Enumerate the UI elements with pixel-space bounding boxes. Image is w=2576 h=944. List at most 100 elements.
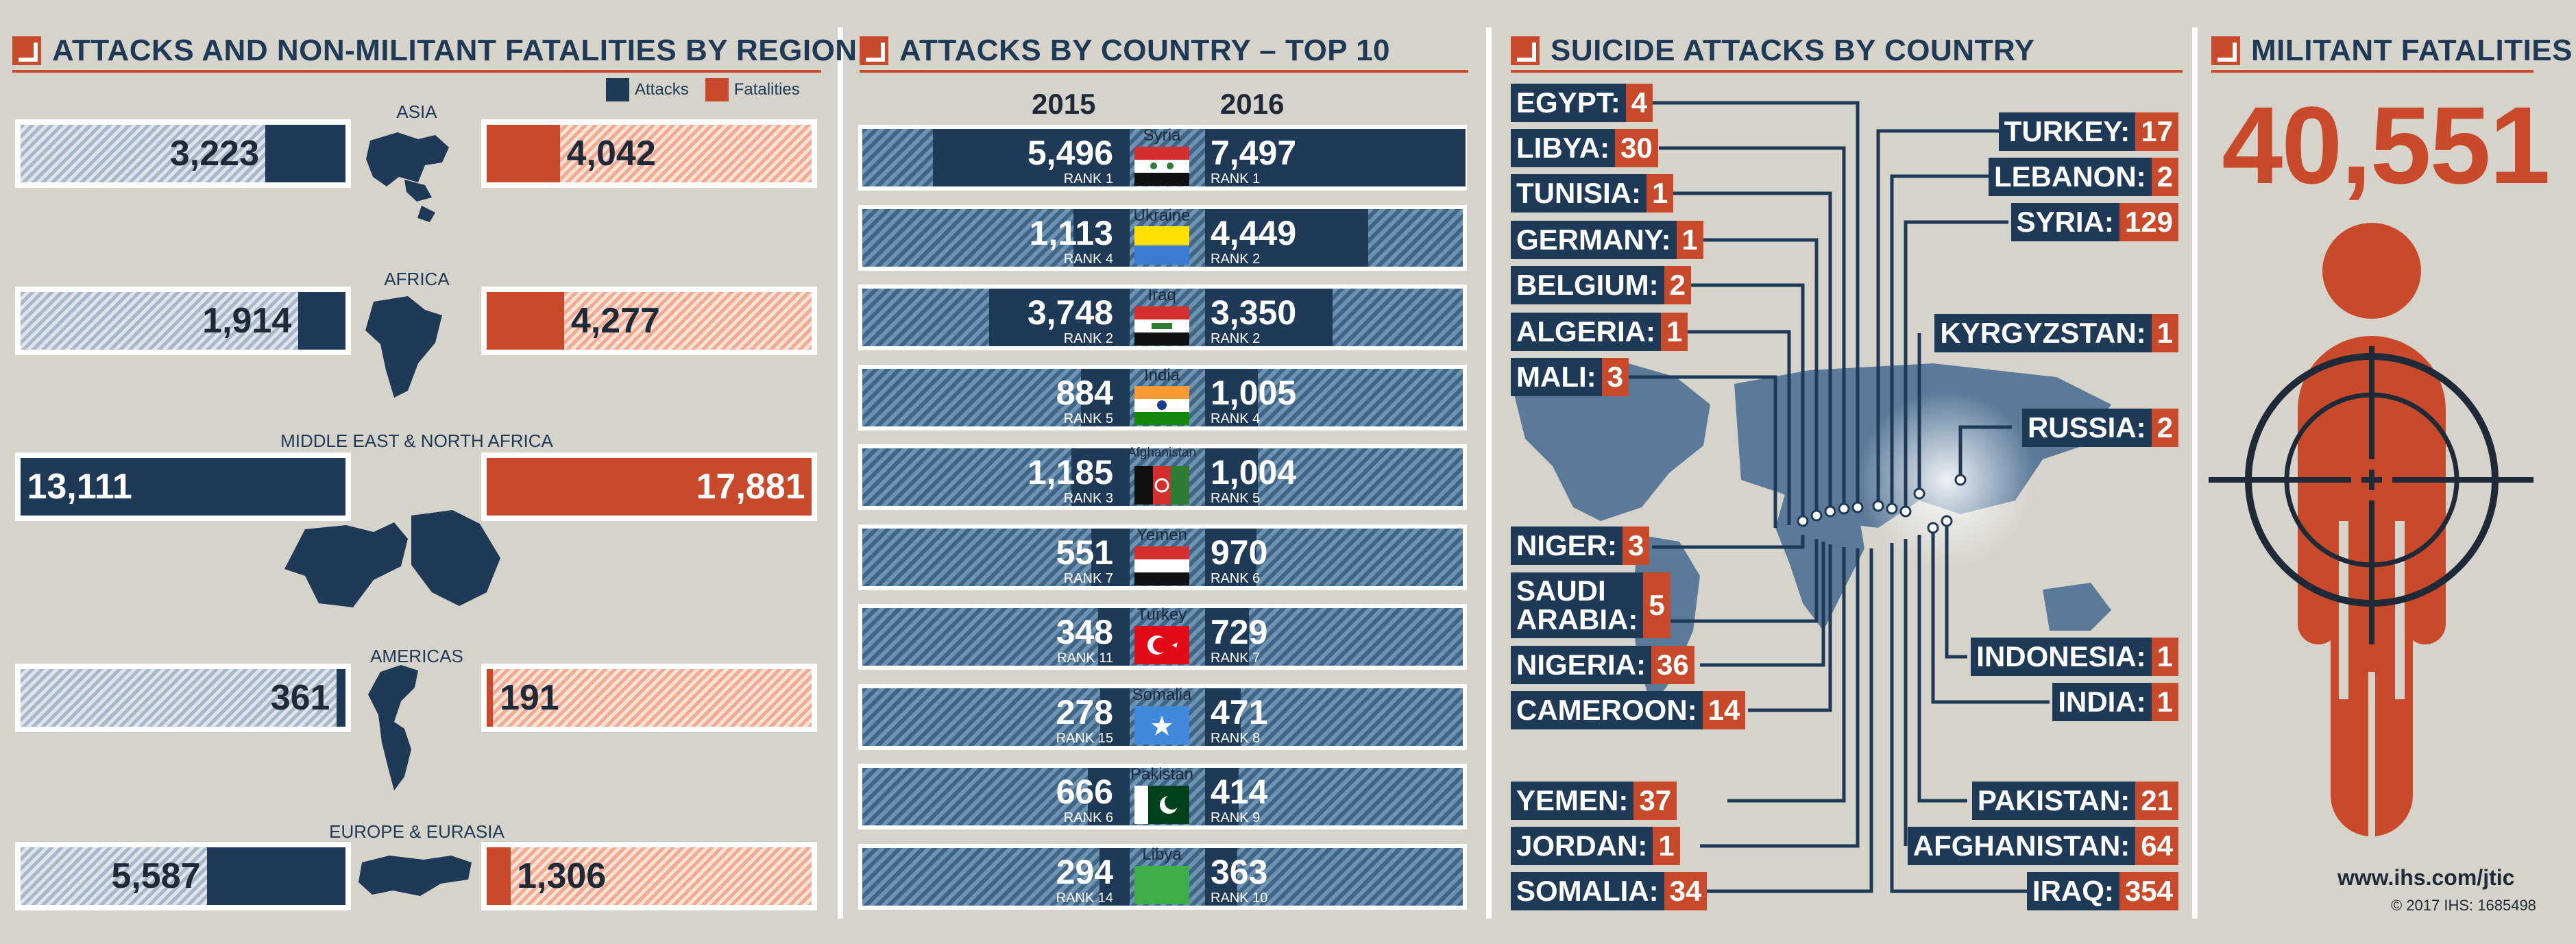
attacks-bar: 5,587 [15,842,351,910]
country: CAMEROON: [1511,691,1703,729]
count: 2 [2151,409,2178,447]
count: 14 [1702,691,1746,729]
bar-2015 [1100,688,1130,746]
country: BELGIUM: [1511,266,1664,304]
flag-ukraine [1134,226,1189,265]
mena-map-icon [284,510,500,607]
value-2016: 729 [1211,613,1268,651]
country: SAUDI ARABIA: [1511,572,1644,638]
value-2015: 551 [1056,533,1113,572]
suicide-label-left: SAUDI ARABIA: 5 [1511,572,1670,638]
rank-2016: RANK 6 [1211,570,1261,586]
rank-2015: RANK 2 [1063,331,1113,346]
value-2015: 294 [1056,852,1113,891]
year-2015-label: 2015 [1032,88,1096,120]
website-link[interactable]: www.ihs.com/jtic [2337,865,2515,890]
count: 30 [1615,129,1658,167]
suicide-label-left: TUNISIA: 1 [1511,174,1674,213]
flag-yemen [1134,546,1189,585]
fatalities-bar: 4,042 [481,119,817,188]
bar-2016 [1205,208,1368,267]
suicide-label-right: AFGHANISTAN: 64 [1907,827,2178,865]
rank-2015: RANK 6 [1063,810,1113,825]
region-title: ATTACKS AND NON-MILITANT FATALITIES BY R… [52,34,858,67]
arrow-icon [860,36,888,65]
suicide-label-right: TURKEY: 17 [1998,112,2178,151]
rank-2016: RANK 2 [1211,331,1261,346]
count: 1 [1676,221,1703,259]
bar-2015 [1071,448,1130,506]
rank-2016: RANK 10 [1211,890,1268,906]
count: 34 [1664,872,1708,910]
bar-2015 [1097,608,1130,666]
country: LEBANON: [1988,158,2152,196]
count: 1 [1653,827,1680,865]
legend-swatch-fatalities [705,78,729,101]
arrow-icon [2211,36,2240,65]
bar-2016 [1205,368,1258,426]
country-name: Libya [1142,845,1182,864]
copyright: © 2017 IHS: 1685498 [2391,897,2536,914]
bar-2015 [1087,768,1130,825]
suicide-label-right: INDONESIA: 1 [1971,638,2178,676]
connector-dots [1797,474,1967,534]
flag-syria [1134,147,1189,186]
attacks-bar-fill [265,125,345,182]
region-label: MIDDLE EAST & NORTH AFRICA [280,431,553,451]
bar-2015 [1091,528,1130,586]
count: 129 [2119,203,2178,241]
country-name: Afghanistan [1127,446,1197,460]
value-2016: 4,449 [1211,213,1297,252]
country: IRAQ: [2026,872,2119,910]
count: 3 [1623,527,1650,565]
fatalities-bar-fill [487,458,812,516]
bar-2015 [989,289,1130,346]
attacks-bar: 13,111 [15,452,351,521]
suicide-label-left: BELGIUM: 2 [1511,266,1692,304]
count: 2 [2151,158,2178,196]
suicide-label-right: SYRIA: 129 [2010,203,2178,241]
attacks-bar-fill [297,292,345,350]
count: 1 [2151,638,2178,676]
country: GERMANY: [1511,221,1677,259]
country-line1: SAUDI [1516,574,1606,607]
fatalities-bar-fill [487,125,561,182]
country: ALGERIA: [1511,313,1661,351]
militant-title: MILITANT FATALITIES [2251,34,2573,67]
arrow-icon [12,36,41,65]
bar-2016 [1205,129,1466,186]
flag-libya [1134,866,1189,904]
value-2016: 414 [1211,773,1268,811]
flag-afghanistan [1134,466,1189,505]
country-line2: ARABIA: [1516,603,1638,636]
country: KYRGYZSTAN: [1934,314,2152,352]
separator-3 [2192,27,2198,919]
flag-turkey [1134,626,1189,664]
country-name: Pakistan [1130,765,1194,784]
suicide-label-right: RUSSIA: 2 [2021,409,2178,447]
bar-2015 [1073,208,1130,267]
attacks-bar-fill [336,669,345,727]
attacks-bar-fill [21,458,345,516]
suicide-label-left: MALI: 3 [1511,358,1629,396]
value-2015: 884 [1056,373,1113,412]
fatalities-bar: 1,306 [481,842,817,910]
bar-2016 [1205,688,1241,746]
count: 1 [1661,313,1688,351]
rank-2015: RANK 4 [1063,251,1113,267]
bar-2016 [1205,289,1333,346]
country: NIGER: [1511,527,1623,565]
suicide-label-left: JORDAN: 1 [1511,827,1680,865]
rank-2015: RANK 14 [1056,890,1113,906]
attacks-bar-fill [207,847,345,905]
suicide-label-right: KYRGYZSTAN: 1 [1934,314,2178,352]
country-name: Yemen [1137,525,1187,544]
legend: Attacks Fatalities [590,78,800,101]
fatalities-bar: 191 [481,664,817,732]
fatalities-bar-fill [487,847,511,905]
suicide-label-right: INDIA: 1 [2052,683,2178,721]
region-label: EUROPE & EURASIA [329,821,505,842]
value-2015: 1,185 [1027,453,1113,492]
count: 2 [1664,266,1692,304]
value-2015: 5,496 [1027,134,1113,172]
